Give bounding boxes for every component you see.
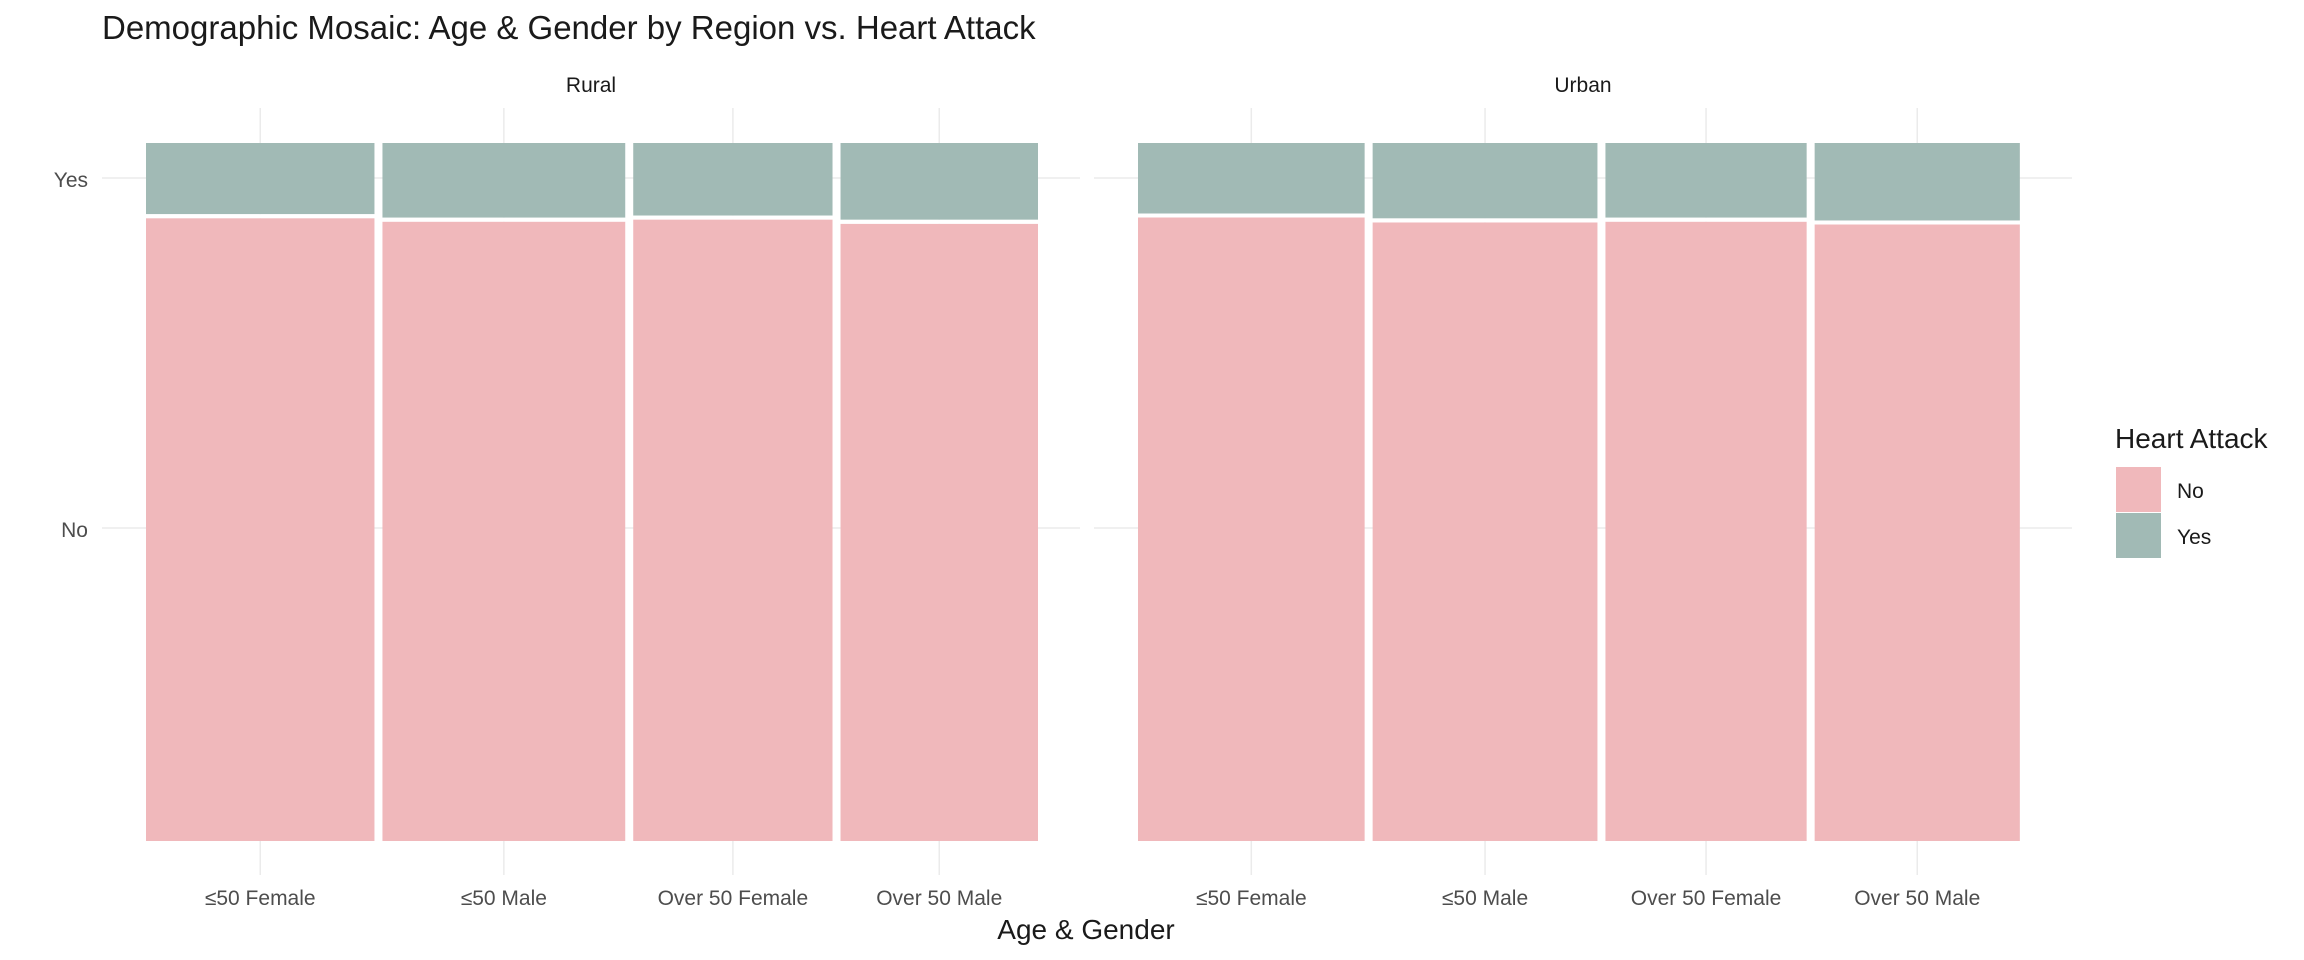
- legend-label-no: No: [2177, 480, 2204, 503]
- mosaic-row-separator: [1605, 217, 1807, 222]
- legend-swatch-yes: [2116, 513, 2161, 558]
- facet-strip-label: Rural: [566, 74, 616, 97]
- x-tick-label: Over 50 Female: [658, 887, 809, 910]
- mosaic-row-separator: [146, 214, 375, 219]
- mosaic-row-separator: [1372, 218, 1598, 223]
- facet-strip-label: Urban: [1554, 74, 1611, 97]
- facet-panel-rural: Rural ≤50 Female ≤50 Male Over 50 Female Ove…: [102, 74, 1080, 910]
- mosaic-cell-no: [1138, 217, 1365, 842]
- mosaic-cell-no: [382, 221, 626, 841]
- chart-title: Demographic Mosaic: Age & Gender by Regi…: [102, 9, 1036, 46]
- legend: Heart Attack No Yes: [2115, 423, 2269, 558]
- x-tick-label: Over 50 Female: [1631, 887, 1782, 910]
- mosaic-cell-yes: [382, 143, 626, 218]
- mosaic-cell-no: [840, 223, 1038, 841]
- y-tick-label-no: No: [61, 519, 88, 542]
- mosaic-cell-yes: [1814, 143, 2020, 221]
- facet-panel-urban: Urban ≤50 Female ≤50 Male Over 50 Female Ove…: [1094, 74, 2072, 910]
- mosaic-cell-no: [1372, 222, 1598, 841]
- mosaic-row-separator: [382, 217, 626, 222]
- x-axis-label: Age & Gender: [997, 914, 1174, 945]
- x-tick-label: ≤50 Female: [205, 887, 316, 910]
- mosaic-row-separator: [1138, 213, 1365, 218]
- legend-label-yes: Yes: [2177, 526, 2211, 549]
- y-tick-label-yes: Yes: [54, 169, 88, 192]
- mosaic-cell-yes: [146, 143, 375, 215]
- mosaic-row-separator: [633, 215, 833, 220]
- mosaic-cell-yes: [1138, 143, 1365, 214]
- mosaic-cell-no: [146, 218, 375, 842]
- mosaic-cell-no: [1814, 224, 2020, 841]
- mosaic-cell-yes: [633, 143, 833, 216]
- mosaic-cell-no: [633, 219, 833, 842]
- legend-swatch-no: [2116, 467, 2161, 512]
- mosaic-cell-yes: [840, 143, 1038, 220]
- x-tick-label: Over 50 Male: [876, 887, 1002, 910]
- mosaic-cell-yes: [1372, 143, 1598, 219]
- x-tick-label: Over 50 Male: [1854, 887, 1980, 910]
- mosaic-cell-no: [1605, 221, 1807, 841]
- mosaic-row-separator: [1814, 220, 2020, 225]
- mosaic-row-separator: [840, 219, 1038, 224]
- legend-title: Heart Attack: [2115, 423, 2269, 454]
- x-tick-label: ≤50 Female: [1196, 887, 1307, 910]
- mosaic-cell-yes: [1605, 143, 1807, 218]
- x-tick-label: ≤50 Male: [1442, 887, 1528, 910]
- x-tick-label: ≤50 Male: [461, 887, 547, 910]
